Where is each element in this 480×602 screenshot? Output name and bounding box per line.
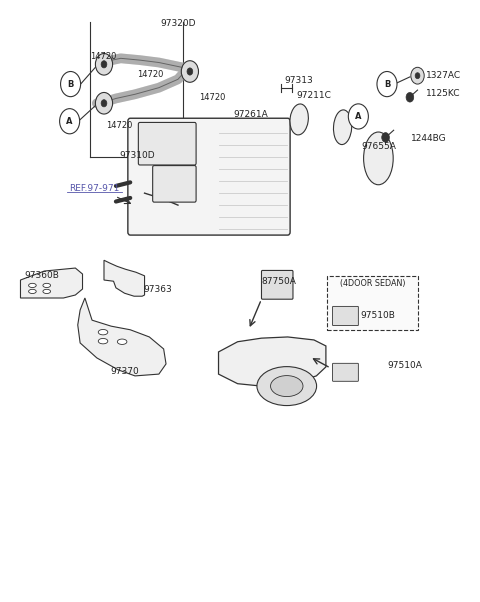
Ellipse shape [290, 104, 308, 135]
Ellipse shape [257, 367, 317, 406]
Circle shape [348, 104, 368, 129]
FancyBboxPatch shape [333, 306, 359, 326]
FancyBboxPatch shape [262, 270, 293, 299]
FancyBboxPatch shape [153, 166, 196, 202]
Text: 97510B: 97510B [360, 311, 395, 320]
Ellipse shape [43, 284, 50, 288]
Circle shape [101, 100, 107, 107]
Polygon shape [104, 260, 144, 296]
Circle shape [181, 61, 199, 82]
Text: 87750A: 87750A [262, 277, 297, 286]
Text: (4DOOR SEDAN): (4DOOR SEDAN) [340, 279, 406, 288]
FancyBboxPatch shape [138, 122, 196, 165]
Circle shape [96, 54, 113, 75]
Text: B: B [67, 79, 74, 88]
Text: 97360B: 97360B [24, 272, 60, 281]
Polygon shape [78, 298, 166, 376]
Text: A: A [355, 112, 361, 121]
Circle shape [96, 93, 113, 114]
Text: 97310D: 97310D [120, 152, 155, 161]
Text: 1125KC: 1125KC [426, 88, 461, 98]
Circle shape [382, 132, 389, 142]
Text: 97363: 97363 [144, 285, 172, 294]
Circle shape [415, 73, 420, 79]
Ellipse shape [98, 338, 108, 344]
Circle shape [411, 67, 424, 84]
Text: A: A [66, 117, 73, 126]
Polygon shape [21, 268, 83, 298]
Text: 97655A: 97655A [361, 143, 396, 152]
Ellipse shape [334, 110, 352, 144]
Circle shape [60, 72, 81, 97]
Text: 97320D: 97320D [160, 19, 196, 28]
Ellipse shape [271, 376, 303, 397]
Ellipse shape [98, 329, 108, 335]
Text: 1327AC: 1327AC [426, 70, 461, 79]
Text: 1244BG: 1244BG [411, 134, 446, 143]
Ellipse shape [43, 290, 50, 294]
Text: REF.97-971: REF.97-971 [69, 184, 120, 193]
Text: 97370: 97370 [110, 367, 139, 376]
Circle shape [101, 61, 107, 68]
Text: 14720: 14720 [137, 70, 164, 79]
FancyBboxPatch shape [333, 364, 359, 381]
Polygon shape [218, 337, 326, 386]
Text: 97313: 97313 [285, 76, 313, 85]
Text: 97510A: 97510A [387, 361, 422, 370]
Ellipse shape [364, 132, 393, 185]
Text: B: B [384, 79, 390, 88]
Text: 14720: 14720 [90, 52, 116, 61]
Ellipse shape [29, 284, 36, 288]
Ellipse shape [29, 290, 36, 294]
Bar [327, 276, 418, 330]
FancyBboxPatch shape [128, 118, 290, 235]
Circle shape [60, 108, 80, 134]
Circle shape [406, 93, 414, 102]
Circle shape [187, 68, 193, 75]
Ellipse shape [117, 339, 127, 344]
Text: 14720: 14720 [199, 93, 226, 102]
Circle shape [377, 72, 397, 97]
Text: 97211C: 97211C [296, 91, 331, 100]
Text: 97261A: 97261A [233, 110, 268, 119]
Text: 14720: 14720 [107, 121, 133, 130]
